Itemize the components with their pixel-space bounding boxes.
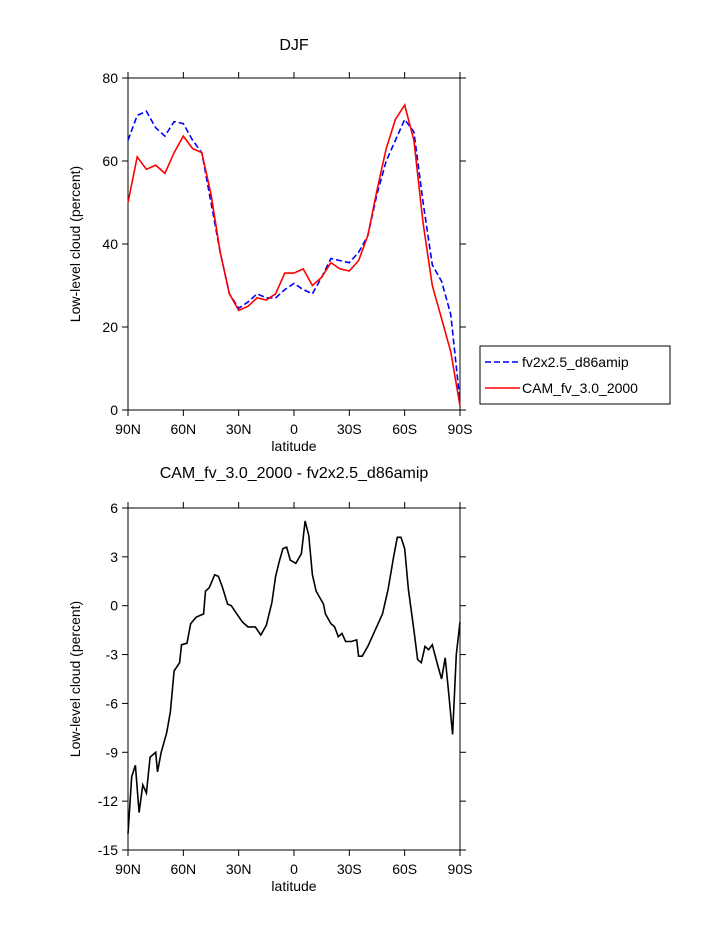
- y-tick-label: 60: [102, 153, 118, 169]
- chart-title: DJF: [279, 37, 309, 54]
- x-tick-label: 90N: [115, 421, 141, 437]
- data-line: [127, 103, 461, 407]
- y-tick-label: -12: [98, 793, 118, 809]
- y-tick-label: 80: [102, 70, 118, 86]
- x-tick-label: 30N: [226, 861, 252, 877]
- chart-title: CAM_fv_3.0_2000 - fv2x2.5_d86amip: [160, 465, 429, 482]
- legend-label: CAM_fv_3.0_2000: [522, 380, 638, 396]
- x-tick-label: 60N: [170, 861, 196, 877]
- x-tick-label: 60S: [392, 421, 417, 437]
- y-tick-label: -9: [106, 744, 119, 760]
- y-tick-label: 0: [110, 598, 118, 614]
- x-axis-label: latitude: [271, 878, 316, 894]
- y-tick-label: 6: [110, 500, 118, 516]
- y-tick-label: -6: [106, 695, 119, 711]
- y-tick-label: -15: [98, 842, 118, 858]
- legend-box: [479, 345, 671, 405]
- y-axis-label: Low-level cloud (percent): [67, 166, 83, 322]
- y-tick-label: -3: [106, 647, 119, 663]
- data-line: [127, 520, 461, 834]
- y-tick-label: 40: [102, 236, 118, 252]
- legend-label: fv2x2.5_d86amip: [522, 354, 629, 370]
- x-tick-label: 30N: [226, 421, 252, 437]
- x-tick-label: 60N: [170, 421, 196, 437]
- data-line: [127, 110, 461, 402]
- y-tick-label: 0: [110, 402, 118, 418]
- x-tick-label: 30S: [337, 861, 362, 877]
- x-tick-label: 30S: [337, 421, 362, 437]
- x-tick-label: 90S: [448, 861, 473, 877]
- x-tick-label: 90S: [448, 421, 473, 437]
- y-tick-label: 3: [110, 549, 118, 565]
- plot-frame: [127, 507, 461, 851]
- x-tick-label: 90N: [115, 861, 141, 877]
- y-tick-label: 20: [102, 319, 118, 335]
- x-tick-label: 0: [290, 861, 298, 877]
- y-axis-label: Low-level cloud (percent): [67, 601, 83, 757]
- x-axis-label: latitude: [271, 438, 316, 454]
- x-tick-label: 0: [290, 421, 298, 437]
- x-tick-label: 60S: [392, 861, 417, 877]
